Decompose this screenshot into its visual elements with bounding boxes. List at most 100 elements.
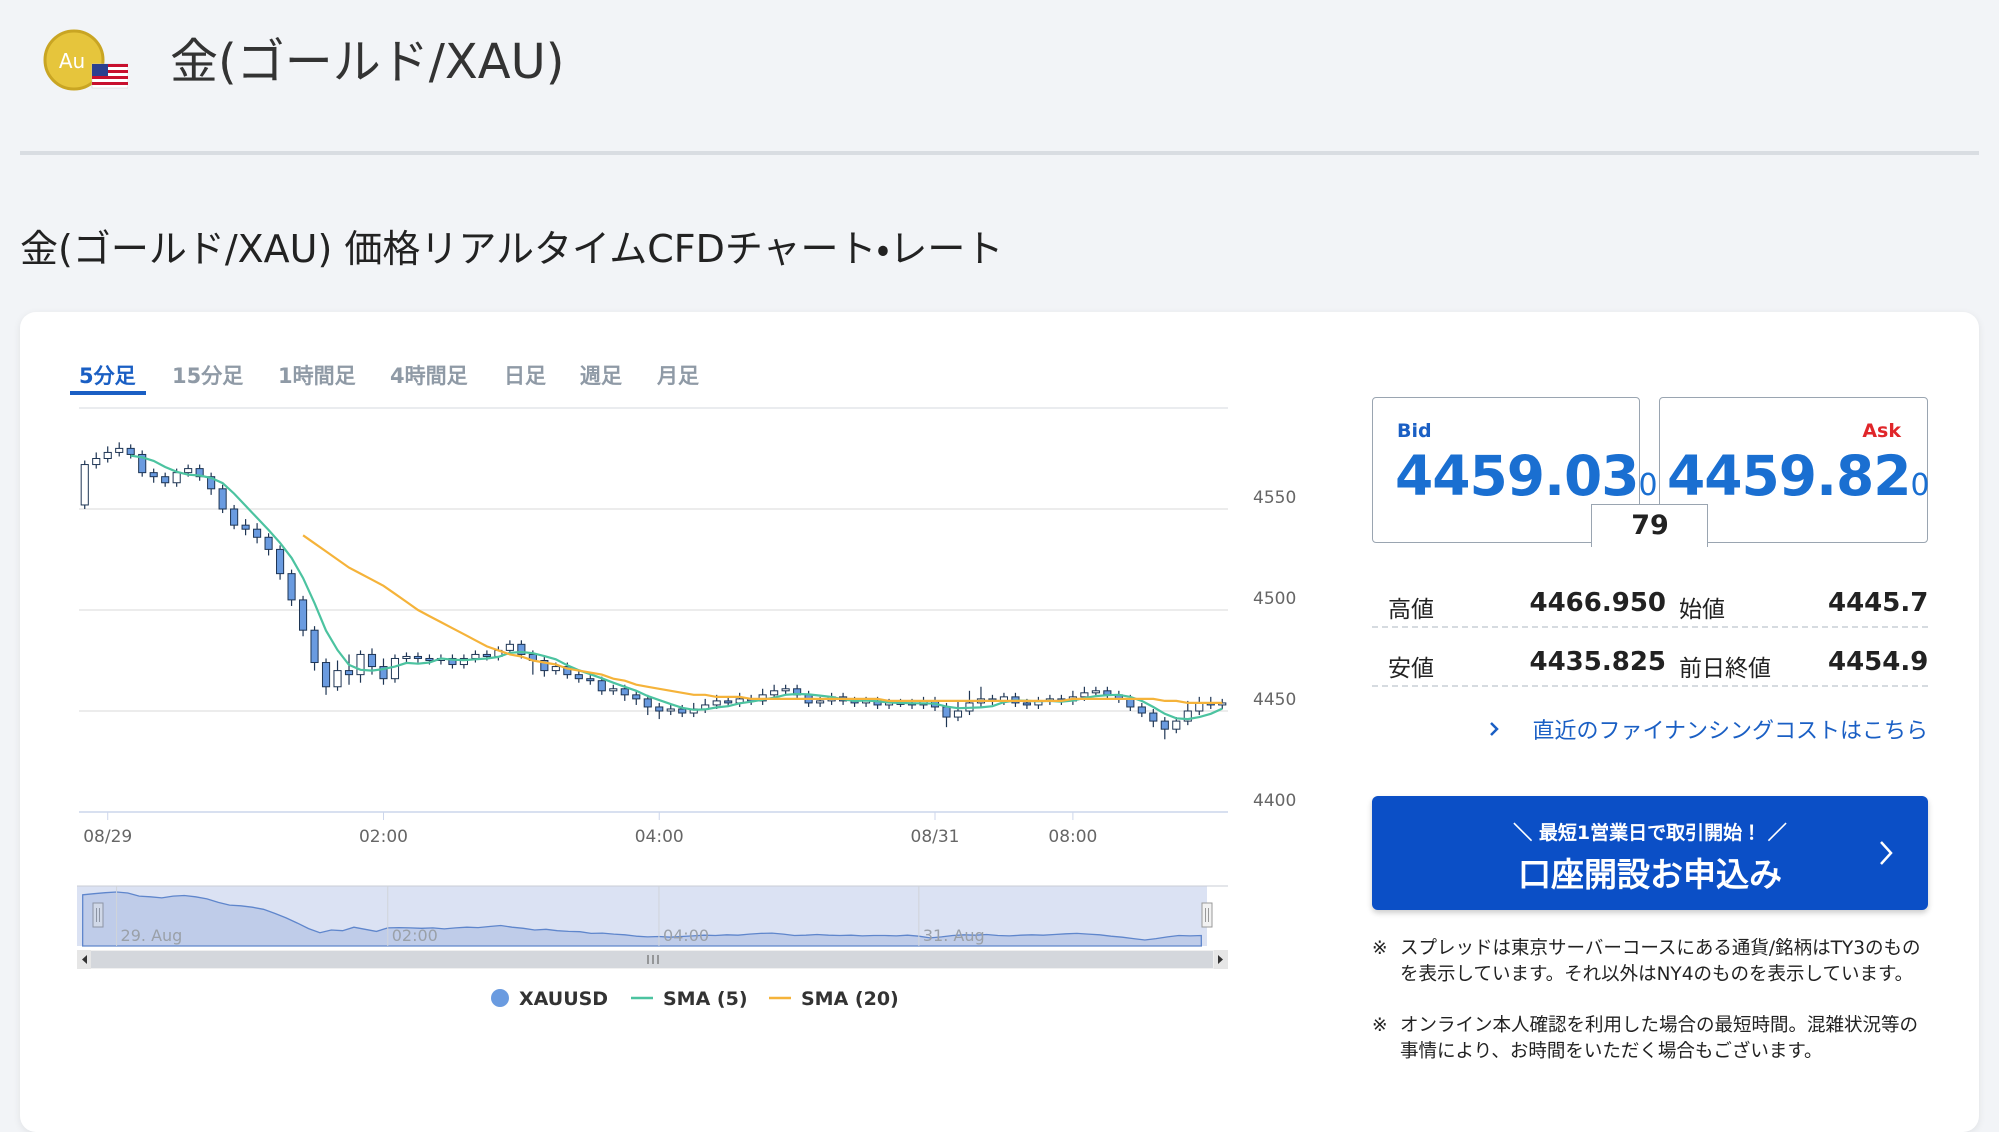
- candle-body: [367, 653, 377, 668]
- candle-body: [770, 690, 779, 696]
- candle-body: [103, 451, 112, 460]
- candle-body: [574, 674, 583, 680]
- legend-symbol: [491, 989, 509, 1007]
- candle-body: [953, 710, 963, 718]
- note-text: オンライン本人確認を利用した場合の最短時間。混雑状況等の事情により、お時間をいた…: [1400, 1015, 1919, 1062]
- candle-body: [781, 688, 790, 692]
- y-tick-label: 4550: [1253, 488, 1296, 508]
- bid-label: Bid: [1397, 420, 1432, 442]
- stat-value: 4454.950: [1828, 647, 1928, 677]
- candle-body: [425, 657, 434, 661]
- candle-body: [241, 524, 250, 530]
- candle-body: [609, 688, 618, 692]
- candle-body: [1149, 712, 1158, 722]
- candle-body: [448, 657, 457, 666]
- candle-body: [161, 476, 170, 484]
- logo-text: Au: [59, 49, 85, 73]
- note: ※ オンライン本人確認を利用した場合の最短時間。混雑状況等の事情により、お時間をい…: [1372, 1013, 1924, 1064]
- candle-body: [1195, 702, 1204, 712]
- page: Au 金(ゴールド/XAU) 金(ゴールド/XAU) 価格リアルタイムCFDチャ…: [20, 29, 1979, 1132]
- tab-underline: [70, 391, 146, 395]
- candle-body: [643, 698, 652, 708]
- candle-body: [80, 464, 89, 506]
- stat-value: 4435.825: [1529, 647, 1666, 677]
- cta-sub: ＼ 最短1営業日で取引開始！ ／: [1513, 822, 1787, 844]
- candle-body: [172, 472, 181, 484]
- cta-button[interactable]: ＼ 最短1営業日で取引開始！ ／ 口座開設お申込み: [1372, 796, 1928, 910]
- candle-body: [356, 653, 365, 676]
- stat-clip: 4454.950: [1828, 644, 1928, 684]
- legend-label[interactable]: SMA (20): [801, 988, 899, 1010]
- stat-value: 4445.725: [1828, 588, 1928, 618]
- candle-body: [184, 468, 193, 474]
- candle-body: [92, 458, 101, 466]
- tab[interactable]: 1時間足: [278, 364, 356, 388]
- legend-label[interactable]: SMA (5): [663, 988, 748, 1010]
- cta-main: 口座開設お申込み: [1518, 855, 1782, 894]
- row-divider: [1372, 626, 1928, 628]
- candle-body: [655, 706, 664, 712]
- candle-body: [126, 447, 135, 455]
- x-tick-label: 04:00: [635, 827, 684, 847]
- stat-clip: 4445.725: [1828, 585, 1928, 625]
- candle-body: [1172, 720, 1181, 730]
- candle-body: [517, 643, 526, 655]
- x-tick-label: 08:00: [1048, 827, 1097, 847]
- candle-body: [1126, 698, 1135, 708]
- candle-body: [1160, 720, 1169, 730]
- candle-body: [138, 453, 147, 474]
- candle-body: [1022, 702, 1031, 706]
- candle-body: [1080, 692, 1089, 698]
- x-tick-label: 08/31: [911, 827, 960, 847]
- stat-label: 安値: [1388, 656, 1434, 682]
- candle-body: [540, 660, 549, 672]
- chart: 4400 4450 4500 4550 08/29 02:00 04:00 08/31 08:0…: [77, 407, 1296, 1010]
- bid-small: 0: [1638, 468, 1658, 503]
- note: ※ スプレッドは東京サーバーコースにある通貨/銘柄はTY3のものを表示しています。…: [1372, 936, 1924, 987]
- candle-body: [413, 655, 423, 659]
- tab[interactable]: 4時間足: [390, 364, 468, 388]
- navigator-label: 31. Aug: [923, 926, 985, 945]
- us-flag: [91, 63, 128, 89]
- y-tick-label: 4450: [1253, 690, 1296, 710]
- candle-body: [459, 657, 468, 666]
- candle-body: [276, 548, 285, 575]
- logo: Au: [43, 29, 128, 91]
- tab[interactable]: 週足: [580, 364, 622, 388]
- financing-link[interactable]: 直近のファイナンシングコストはこちら: [1532, 719, 1928, 744]
- bid-main: 4459.03: [1395, 444, 1640, 508]
- legend-label[interactable]: XAUUSD: [519, 988, 608, 1010]
- candle-body: [115, 447, 124, 453]
- ask-main: 4459.82: [1667, 444, 1912, 508]
- candle-body: [942, 706, 951, 718]
- tab[interactable]: 日足: [504, 364, 546, 388]
- candle-body: [678, 708, 687, 714]
- tab[interactable]: 5分足: [79, 364, 136, 388]
- candle-body: [253, 528, 262, 538]
- navigator-label: 29. Aug: [121, 926, 183, 945]
- page-title: 金(ゴールド/XAU): [170, 34, 565, 90]
- candle-body: [207, 476, 216, 490]
- stat-label: 前日終値: [1679, 656, 1771, 682]
- x-tick-label: 02:00: [359, 827, 408, 847]
- navigator-handle[interactable]: [1201, 902, 1213, 928]
- note-text: スプレッドは東京サーバーコースにある通貨/銘柄はTY3のものを表示しています。そ…: [1400, 938, 1921, 985]
- candle-body: [230, 508, 239, 526]
- navigator-handle[interactable]: [92, 902, 104, 928]
- row-divider: [1372, 685, 1928, 687]
- candle-body: [816, 700, 825, 704]
- scrollbar-thumb[interactable]: [91, 951, 1213, 968]
- note-mark: ※: [1372, 1015, 1388, 1036]
- navigator-label: 02:00: [392, 926, 438, 945]
- candle-body: [563, 666, 572, 676]
- bid-price: 4459.030: [1395, 444, 1658, 508]
- navigator-label: 04:00: [663, 926, 709, 945]
- candle-body: [264, 536, 273, 550]
- candle-body: [390, 657, 400, 680]
- spread-box: [1591, 504, 1708, 547]
- x-tick-label: 08/29: [83, 827, 132, 847]
- candle-body: [298, 599, 308, 631]
- scrollbar-grip: [647, 955, 659, 964]
- tab[interactable]: 月足: [657, 364, 699, 388]
- tab[interactable]: 15分足: [172, 364, 244, 388]
